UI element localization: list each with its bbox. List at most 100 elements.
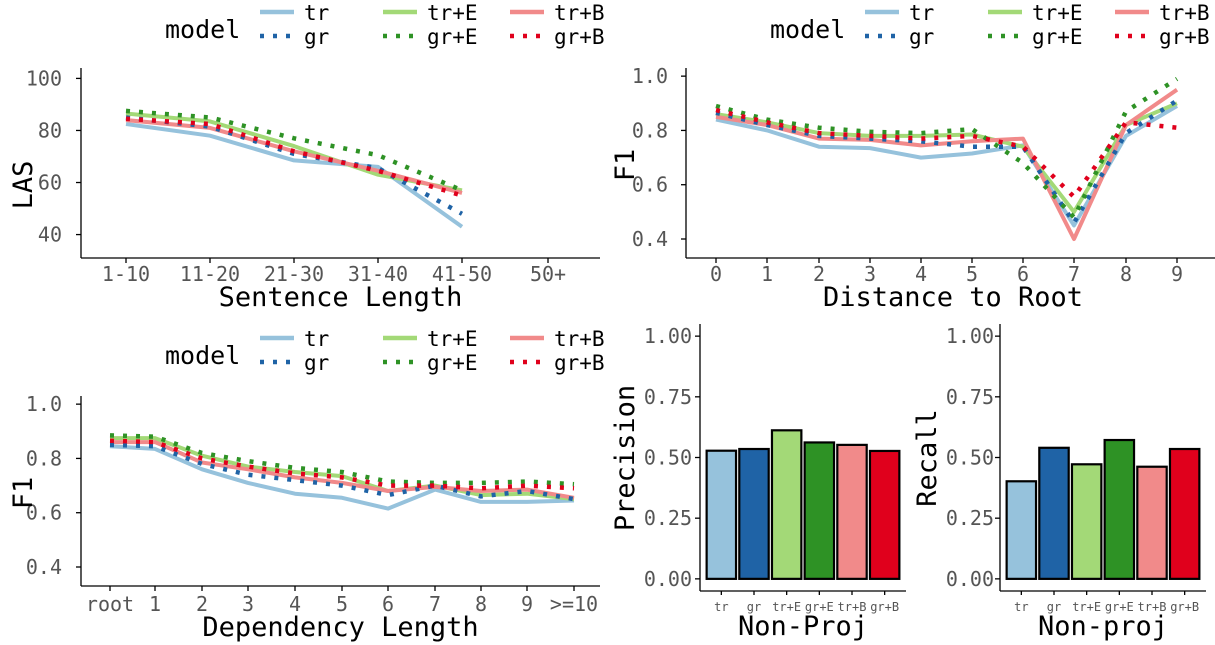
x-axis-title: Non-Proj [738,611,868,642]
series-line-gr-E [715,77,1179,220]
x-tick-label: gr [1047,600,1061,614]
x-tick-label: tr [714,600,728,614]
legend-label: tr+E [1032,1,1083,25]
series-line-tr-E [715,101,1178,214]
x-axis-title: Distance to Root [823,282,1083,313]
bar-gr-B [868,449,901,580]
x-tick-label: 3 [242,592,254,616]
legend-label: tr+E [427,327,478,351]
x-tick-label: gr [747,600,761,614]
bar-tr [1005,480,1038,580]
x-tick-label: 7 [429,592,441,616]
series-line-gr-E [125,108,463,193]
legend-title: model [770,15,845,44]
y-tick-label: 0.6 [26,501,62,525]
chart-panel-3: 0.4 0.6 0.8 1.0 root 1 2 3 4 5 6 7 8 9 >=10 Dependency … [8,392,600,643]
legend-1: model tr tr+E tr+B gr gr+E gr+B [165,1,605,49]
bar-gr [1038,446,1070,580]
x-tick-label: 6 [382,592,394,616]
x-tick-label: 2 [196,592,208,616]
x-axis-title: Dependency Length [202,612,478,643]
y-axis-title: F1 [610,149,641,182]
y-axis-title: LAS [8,161,39,210]
legend-label: gr [909,25,934,49]
y-tick-label: 0.75 [644,385,692,409]
y-tick-label: 40 [38,223,62,247]
series-line-gr-B [125,116,463,198]
y-tick-label: 0.8 [26,446,62,470]
legend-label: gr [304,351,329,375]
series-line-tr-B [110,440,575,500]
legend-title: model [165,15,240,44]
y-tick-label: 80 [38,118,62,142]
bar-tr-B [1136,465,1168,580]
x-tick-label: 8 [475,592,487,616]
x-tick-label: 21-30 [264,262,324,286]
y-tick-label: 0.25 [644,506,692,530]
x-axis-title: Sentence Length [219,282,463,313]
x-tick-label: root [86,592,134,616]
bar-tr [705,449,738,580]
legend-label: tr+B [554,327,605,351]
x-tick-label: 3 [864,262,876,286]
y-axis-title: F1 [8,477,39,510]
legend-label: tr [909,1,934,25]
x-tick-label: 5 [336,592,348,616]
series-line-tr [109,444,575,511]
x-tick-label: tr+E [772,600,801,614]
legend-2: model tr tr+E tr+B gr gr+E gr+B [770,1,1210,49]
x-tick-label: gr+E [805,600,834,614]
y-tick-label: 0.4 [632,227,668,251]
y-tick-label: 60 [38,171,62,195]
y-tick-label: 100 [26,66,62,90]
legend-label: gr+E [427,351,478,375]
y-tick-label: 0.50 [644,446,692,470]
series-line-gr [109,442,575,502]
legend-label: gr+B [554,351,605,375]
y-tick-label: 0.00 [644,567,692,591]
series-line-gr-E [109,433,575,487]
bar-gr [738,447,770,580]
x-tick-label: gr+E [1105,600,1134,614]
series-line-tr [125,122,464,229]
chart-panel-5: 0.00 0.25 0.50 0.75 1.00 tr gr tr+E gr+E tr+B gr+B… [912,324,1206,642]
x-tick-label: tr+B [838,600,867,614]
x-tick-label: 5 [966,262,978,286]
y-tick-label: 0.25 [946,506,994,530]
bar-gr-E [803,441,836,580]
chart-panel-1: 40 60 80 100 1-10 11-20 21-30 31-40 41-50 50+ Sent… [8,66,600,313]
legend-label: tr+E [427,1,478,25]
chart-panel-4: 0.00 0.25 0.50 0.75 1.00 tr gr tr+E gr+E tr+B gr+B… [610,324,906,642]
y-tick-label: 0.4 [26,555,62,579]
x-tick-label: 1-10 [102,262,150,286]
x-tick-label: 31-40 [348,262,408,286]
x-tick-label: 9 [1171,262,1183,286]
series-line-gr-B [109,438,575,491]
x-tick-label: 6 [1017,262,1029,286]
chart-panel-2: 0.4 0.6 0.8 1.0 0 1 2 3 4 5 6 7 8 9 Distance to Root F1 [610,64,1215,313]
legend-label: tr [304,327,329,351]
y-tick-label: 1.0 [632,64,668,88]
y-axis-title: Recall [912,409,943,507]
legend-3: model tr tr+E tr+B gr gr+E gr+B [165,327,605,375]
x-tick-label: 7 [1068,262,1080,286]
x-tick-label: >=10 [550,592,598,616]
legend-title: model [165,341,240,370]
bar-gr-B [1168,447,1201,580]
x-tick-label: 41-50 [432,262,492,286]
legend-label: gr [304,25,329,49]
x-tick-label: 4 [289,592,301,616]
y-tick-label: 0.8 [632,118,668,142]
y-tick-label: 0.75 [946,385,994,409]
legend-label: tr [304,1,329,25]
series-line-gr-B [715,107,1178,200]
x-tick-label: 11-20 [180,262,240,286]
x-tick-label: tr [1014,600,1028,614]
legend-label: gr+B [554,25,605,49]
legend-label: gr+E [427,25,478,49]
y-tick-label: 0.6 [632,173,668,197]
y-tick-label: 1.00 [946,324,994,348]
legend-label: gr+E [1032,25,1083,49]
x-tick-label: tr+E [1072,600,1101,614]
